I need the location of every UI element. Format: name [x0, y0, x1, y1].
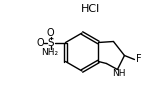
- Text: F: F: [136, 54, 141, 64]
- Text: S: S: [47, 37, 54, 48]
- Text: O: O: [37, 37, 44, 48]
- Text: HCl: HCl: [80, 4, 100, 14]
- Text: NH₂: NH₂: [41, 48, 58, 57]
- Text: O: O: [47, 29, 54, 39]
- Text: NH: NH: [112, 69, 125, 78]
